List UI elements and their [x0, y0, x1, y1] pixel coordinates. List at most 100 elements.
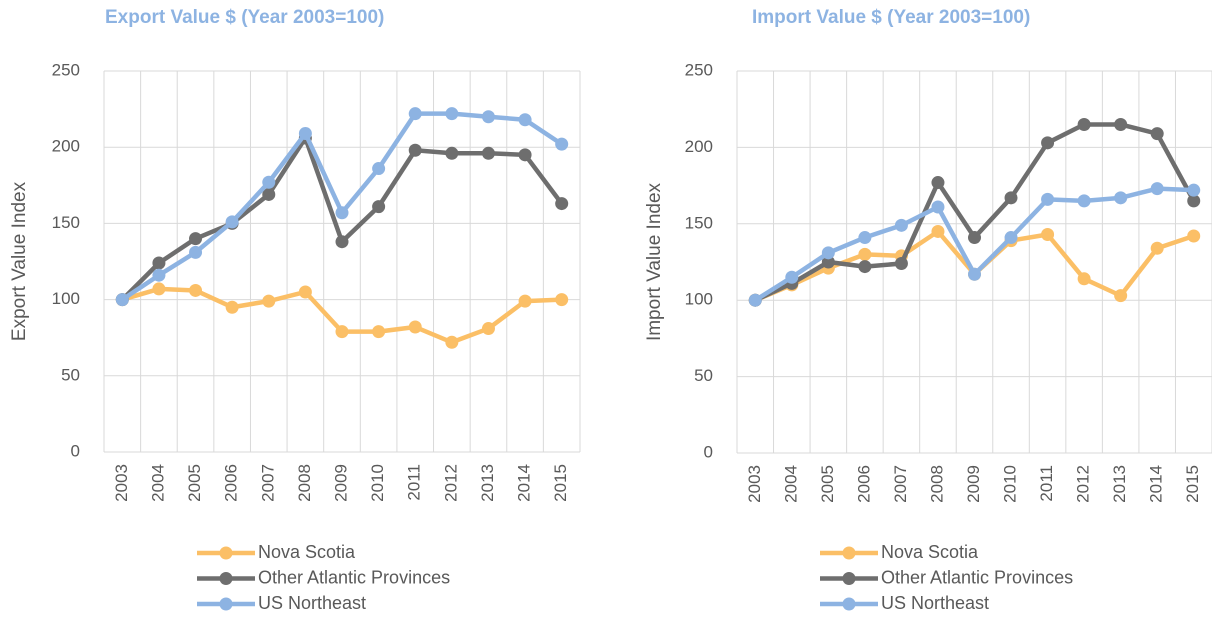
point: [1041, 136, 1055, 150]
legend-label: US Northeast: [881, 593, 989, 613]
x-tick-label: 2009: [331, 464, 350, 502]
x-tick-label: 2011: [405, 464, 424, 501]
point: [785, 270, 799, 284]
y-tick-label: 50: [61, 365, 80, 384]
point: [1114, 117, 1128, 131]
x-tick-label: 2005: [818, 465, 837, 503]
x-tick-label: 2006: [222, 464, 241, 502]
point: [821, 246, 835, 260]
point: [298, 285, 312, 299]
x-tick-label: 2003: [112, 464, 131, 502]
x-tick-label: 2003: [745, 465, 764, 503]
point: [445, 146, 459, 160]
legend-swatch-dot: [842, 572, 856, 585]
point: [1041, 227, 1055, 241]
y-tick-label: 250: [685, 60, 713, 79]
point: [931, 200, 945, 214]
point: [931, 224, 945, 238]
point: [152, 282, 166, 296]
x-tick-label: 2008: [927, 465, 946, 503]
x-tick-label: 2004: [781, 465, 800, 503]
x-tick-label: 2015: [1183, 465, 1202, 503]
x-tick-label: 2013: [478, 464, 497, 502]
y-axis-label: Export Value Index: [9, 181, 30, 341]
point: [1041, 192, 1055, 206]
x-tick-label: 2014: [1147, 465, 1166, 503]
point: [931, 176, 945, 190]
point: [481, 322, 495, 336]
chart-title: Export Value $ (Year 2003=100): [105, 7, 384, 28]
x-tick-label: 2011: [1037, 465, 1056, 502]
point: [894, 257, 908, 271]
point: [1004, 231, 1018, 245]
legend-label: Nova Scotia: [881, 542, 979, 562]
point: [115, 293, 129, 307]
point: [408, 143, 422, 157]
point: [225, 300, 239, 314]
legend-swatch-dot: [219, 572, 233, 585]
point: [445, 107, 459, 121]
x-tick-label: 2012: [441, 464, 460, 502]
point: [894, 218, 908, 232]
point: [372, 162, 386, 176]
point: [481, 146, 495, 160]
point: [152, 268, 166, 282]
point: [298, 126, 312, 140]
y-tick-label: 150: [52, 213, 80, 232]
legend-label: Other Atlantic Provinces: [258, 567, 450, 587]
point: [518, 148, 532, 162]
point: [555, 293, 569, 307]
point: [189, 232, 203, 246]
point: [1077, 194, 1091, 208]
legend-label: Other Atlantic Provinces: [881, 567, 1073, 587]
chart-title: Import Value $ (Year 2003=100): [752, 7, 1030, 28]
point: [1077, 272, 1091, 286]
point: [335, 325, 349, 339]
point: [858, 231, 872, 245]
x-tick-label: 2015: [551, 464, 570, 502]
x-tick-label: 2007: [258, 464, 277, 502]
point: [555, 197, 569, 211]
x-tick-label: 2010: [368, 464, 387, 502]
point: [518, 113, 532, 127]
x-tick-label: 2006: [854, 465, 873, 503]
x-tick-label: 2010: [1001, 465, 1020, 503]
point: [858, 260, 872, 274]
x-tick-label: 2009: [964, 465, 983, 503]
y-tick-label: 200: [685, 137, 713, 156]
x-tick-label: 2013: [1110, 465, 1129, 503]
point: [1187, 229, 1201, 243]
point: [189, 283, 203, 297]
point: [858, 247, 872, 261]
x-tick-label: 2008: [295, 464, 314, 502]
point: [1187, 183, 1201, 197]
point: [1150, 182, 1164, 196]
y-tick-label: 100: [52, 289, 80, 308]
point: [1114, 191, 1128, 205]
legend-swatch-dot: [219, 546, 233, 560]
point: [555, 137, 569, 151]
legend-swatch-dot: [842, 546, 856, 560]
point: [481, 110, 495, 124]
point: [1150, 127, 1164, 141]
point: [152, 256, 166, 270]
point: [225, 215, 239, 229]
point: [408, 320, 422, 334]
y-tick-label: 50: [694, 366, 713, 385]
point: [1187, 194, 1201, 208]
point: [1150, 241, 1164, 255]
legend-swatch-dot: [842, 597, 856, 611]
point: [821, 255, 835, 269]
legend-label: US Northeast: [258, 593, 366, 613]
point: [189, 245, 203, 259]
legend-swatch-dot: [219, 597, 233, 611]
y-axis-label: Import Value Index: [644, 182, 665, 341]
y-tick-label: 250: [52, 60, 80, 79]
x-tick-label: 2007: [891, 465, 910, 503]
point: [748, 293, 762, 307]
point: [518, 294, 532, 308]
y-tick-label: 0: [704, 442, 713, 461]
y-tick-label: 100: [685, 290, 713, 309]
point: [968, 231, 981, 245]
point: [262, 294, 276, 308]
